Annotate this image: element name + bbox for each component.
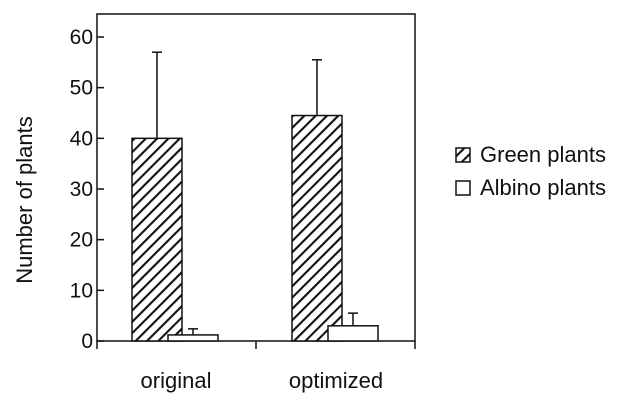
x-axis: original optimized: [96, 341, 416, 393]
x-category-label: original: [141, 368, 212, 393]
y-tick-label: 10: [70, 279, 93, 302]
legend-swatch-albino-plants: [455, 180, 471, 196]
legend-swatch-green-plants: [455, 147, 471, 163]
legend-label: Albino plants: [480, 175, 606, 200]
bar-albino-plants: [167, 334, 219, 342]
bar-green-plants: [291, 114, 343, 342]
y-axis-title: Number of plants: [12, 116, 37, 284]
legend-label: Green plants: [480, 142, 606, 167]
y-axis: 0 10 20 30 40 50 60: [70, 26, 104, 353]
y-tick-label: 40: [70, 127, 93, 150]
bar-green-plants: [131, 137, 183, 342]
y-tick-label: 20: [70, 229, 93, 252]
legend: Green plants Albino plants: [455, 142, 606, 200]
y-tick-label: 50: [70, 77, 93, 100]
x-category-label: optimized: [289, 368, 383, 393]
y-tick-label: 0: [81, 330, 93, 353]
y-tick-label: 30: [70, 178, 93, 201]
error-bars: [152, 51, 358, 335]
bars: [131, 114, 379, 342]
y-tick-label: 60: [70, 26, 93, 49]
bar-albino-plants: [327, 325, 379, 342]
